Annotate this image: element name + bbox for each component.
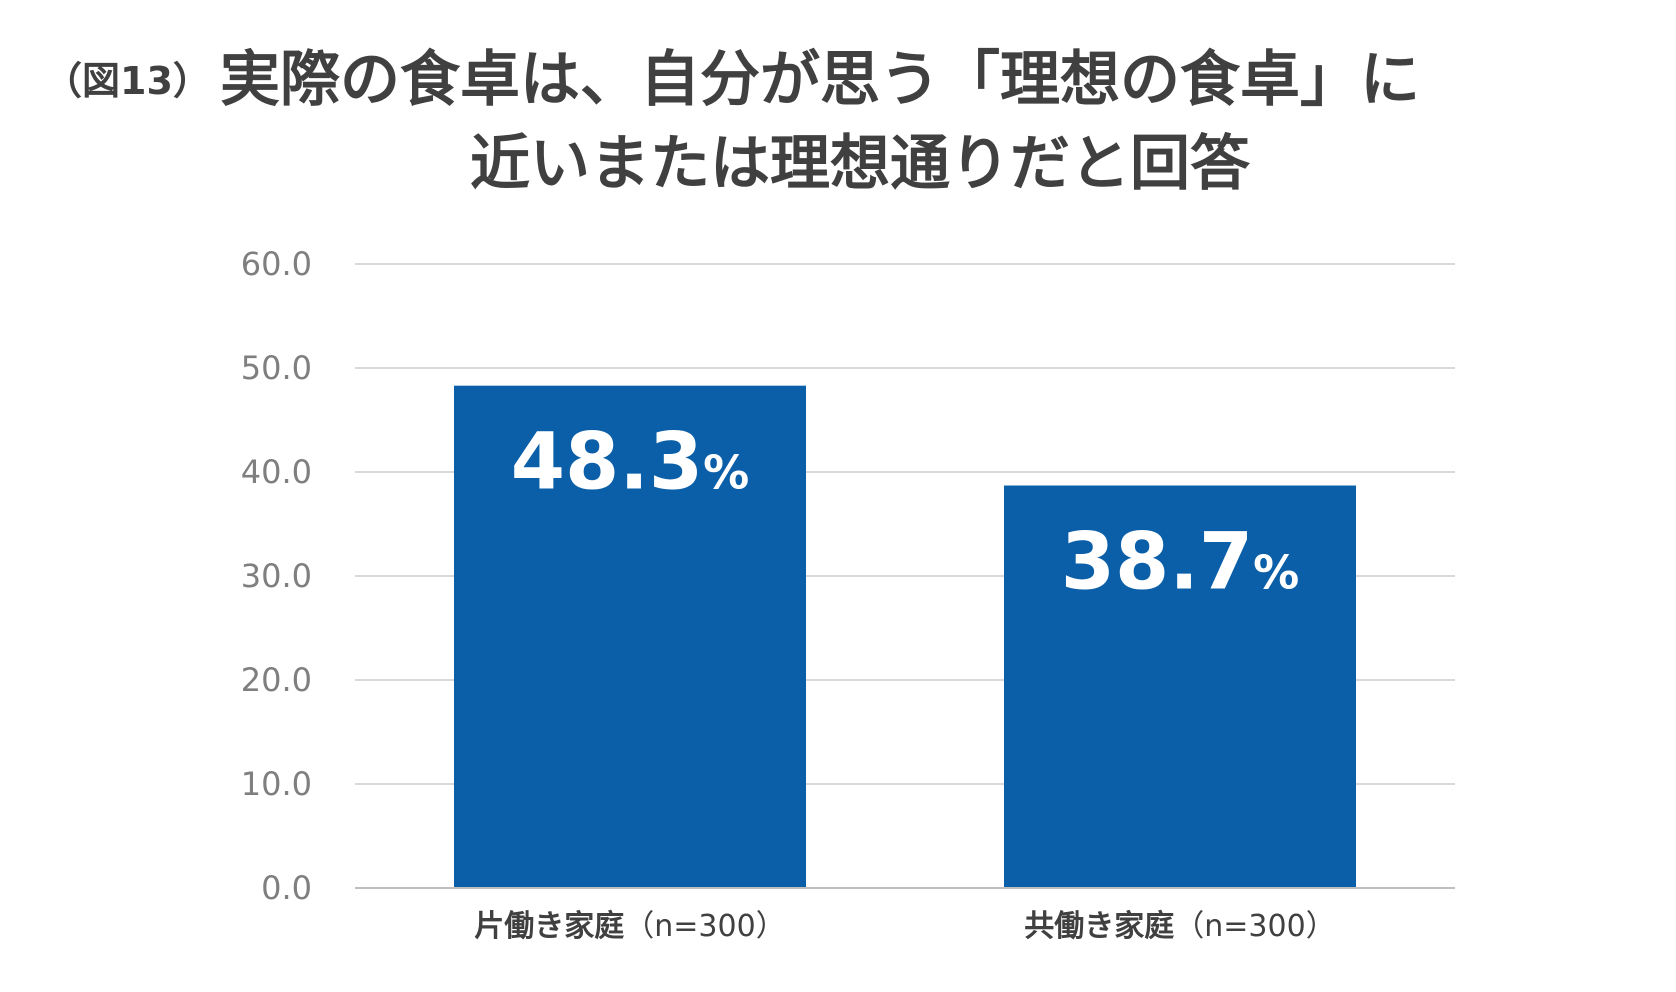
data-label: 48.3%	[511, 418, 750, 508]
y-axis: 0.0 10.0 20.0 30.0 40.0 50.0 60.0	[241, 245, 312, 907]
y-tick-label: 10.0	[241, 765, 312, 803]
figure-label: （図13）	[44, 59, 211, 103]
chart-title-line2: 近いまたは理想通りだと回答	[470, 129, 1250, 199]
data-label: 38.7%	[1061, 518, 1300, 608]
y-tick-label: 30.0	[241, 557, 312, 595]
y-tick-label: 60.0	[241, 245, 312, 283]
bars: 48.3% 38.7%	[454, 385, 1356, 888]
category-label: 片働き家庭（n=300）	[474, 909, 785, 944]
bar-1	[454, 385, 806, 888]
chart-title: 実際の食卓は、自分が思う「理想の食卓」に 近いまたは理想通りだと回答	[220, 38, 1620, 206]
chart-title-line1: 実際の食卓は、自分が思う「理想の食卓」に	[220, 45, 1420, 115]
y-tick-label: 0.0	[261, 869, 312, 907]
y-tick-label: 50.0	[241, 349, 312, 387]
y-tick-label: 40.0	[241, 453, 312, 491]
bar-2	[1004, 485, 1356, 888]
category-label: 共働き家庭（n=300）	[1024, 909, 1335, 944]
x-axis: 片働き家庭（n=300） 共働き家庭（n=300）	[355, 887, 1455, 944]
y-tick-label: 20.0	[241, 661, 312, 699]
